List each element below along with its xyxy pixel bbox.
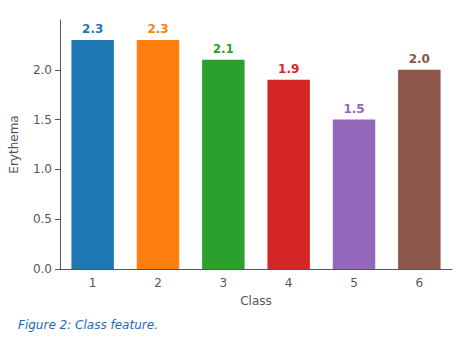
svg-text:0.5: 0.5 — [33, 212, 52, 226]
svg-text:2: 2 — [154, 276, 162, 290]
svg-text:2.0: 2.0 — [33, 63, 52, 77]
svg-text:2.3: 2.3 — [82, 22, 103, 36]
svg-text:2.1: 2.1 — [213, 42, 234, 56]
svg-text:1: 1 — [89, 276, 97, 290]
svg-text:3: 3 — [220, 276, 228, 290]
svg-text:2.3: 2.3 — [147, 22, 168, 36]
svg-text:4: 4 — [285, 276, 293, 290]
svg-text:0.0: 0.0 — [33, 262, 52, 276]
svg-text:1.0: 1.0 — [33, 162, 52, 176]
svg-text:1.5: 1.5 — [343, 102, 364, 116]
svg-text:2.0: 2.0 — [409, 52, 430, 66]
svg-text:Figure 2: Class feature.: Figure 2: Class feature. — [18, 318, 158, 332]
svg-text:6: 6 — [416, 276, 424, 290]
svg-text:Erythema: Erythema — [7, 115, 21, 173]
svg-text:1.9: 1.9 — [278, 62, 299, 76]
svg-text:5: 5 — [350, 276, 358, 290]
svg-text:Class: Class — [240, 294, 272, 308]
svg-text:1.5: 1.5 — [33, 113, 52, 127]
